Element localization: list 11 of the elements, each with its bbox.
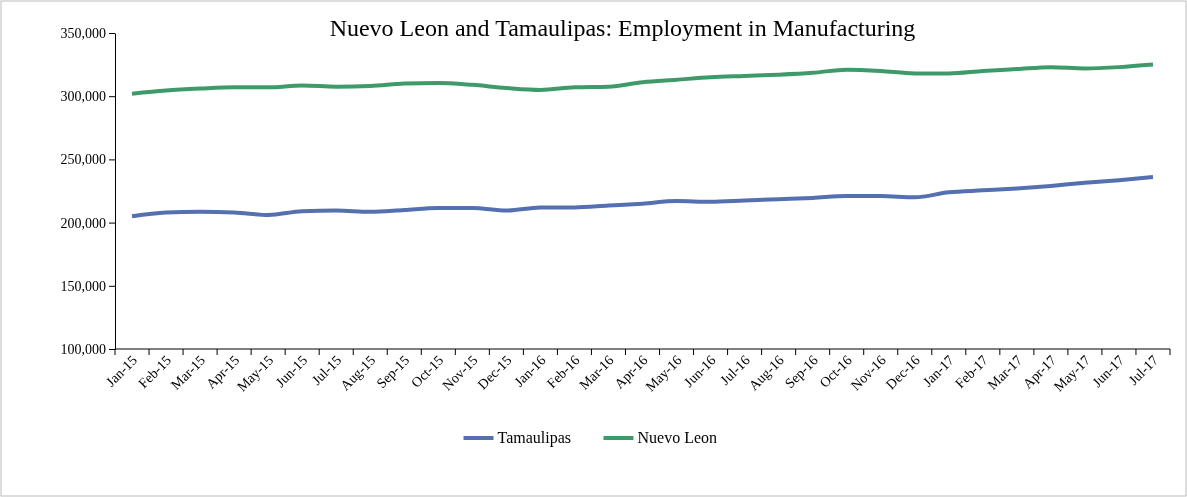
line-series [130, 175, 1155, 219]
y-tick-label: 100,000 [60, 341, 106, 357]
y-tick-label: 200,000 [60, 215, 106, 231]
legend-label: Nuevo Leon [637, 429, 718, 446]
legend-label: Tamaulipas [497, 429, 572, 447]
chart-title: Nuevo Leon and Tamaulipas: Employment in Manufacturing [329, 15, 916, 41]
y-tick-label: 250,000 [60, 152, 106, 168]
y-tick-label: 350,000 [60, 25, 106, 41]
y-tick-label: 150,000 [60, 278, 106, 294]
y-tick-label: 300,000 [60, 89, 106, 105]
line-series [130, 62, 1155, 96]
